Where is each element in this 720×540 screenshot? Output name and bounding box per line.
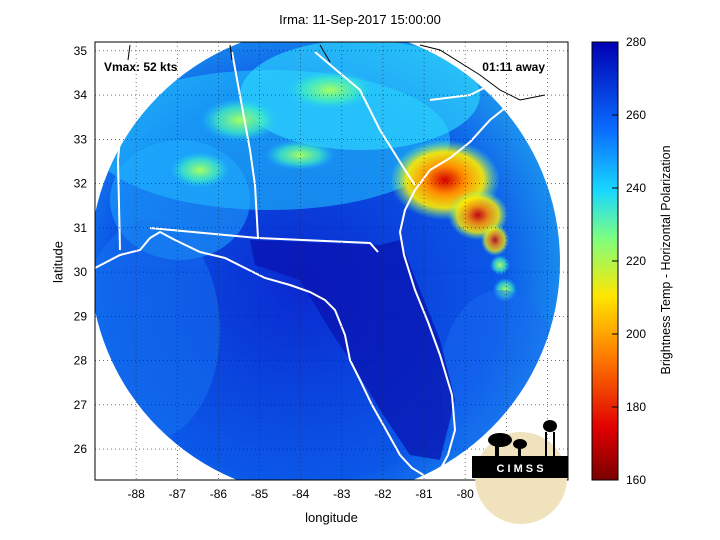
y-tick-label: 28 — [74, 354, 88, 368]
vmax-label: Vmax: 52 kts — [104, 60, 178, 74]
cimss-logo-text: C I M S S — [496, 463, 543, 475]
y-tick-label: 30 — [74, 265, 88, 279]
cimss-logo: C I M S S — [472, 420, 568, 524]
x-axis-label: longitude — [305, 510, 358, 525]
plot-frame — [94, 41, 569, 481]
y-axis-label: latitude — [50, 241, 66, 283]
x-tick-label: -80 — [457, 487, 475, 501]
border-lines-outside — [127, 44, 546, 101]
x-tick-label: -81 — [415, 487, 433, 501]
time-away-label: 01:11 away — [482, 60, 545, 74]
colorbar-tick-label: 280 — [626, 35, 646, 49]
y-tick-label: 26 — [74, 442, 88, 456]
y-tick-label: 29 — [74, 309, 88, 323]
colorbar-tick-label: 260 — [626, 108, 646, 122]
colorbar-tick-label: 180 — [626, 400, 646, 414]
x-tick-label: -86 — [210, 487, 228, 501]
x-tick-label: -83 — [333, 487, 351, 501]
y-axis-ticks: 35 34 33 32 31 30 29 28 27 26 — [74, 44, 88, 456]
colorbar-label: Brightness Temp - Horizontal Polarizatio… — [659, 145, 673, 375]
y-tick-label: 32 — [74, 177, 88, 191]
colorbar-tick-label: 160 — [626, 473, 646, 487]
y-tick-label: 35 — [74, 44, 88, 58]
colorbar-tick-label: 240 — [626, 181, 646, 195]
map-title: Irma: 11-Sep-2017 15:00:00 — [279, 12, 441, 27]
x-tick-label: -82 — [374, 487, 392, 501]
y-tick-label: 33 — [74, 132, 88, 146]
colorbar-tick-label: 200 — [626, 327, 646, 341]
x-tick-label: -85 — [251, 487, 269, 501]
y-tick-label: 31 — [74, 221, 88, 235]
coastline-borders — [95, 51, 541, 478]
y-tick-label: 27 — [74, 398, 88, 412]
x-tick-label: -84 — [292, 487, 310, 501]
colorbar-tick-label: 220 — [626, 254, 646, 268]
colorbar-ticks: 280 260 240 220 200 180 160 — [612, 35, 646, 487]
y-tick-label: 34 — [74, 88, 88, 102]
x-tick-label: -88 — [127, 487, 145, 501]
map-grid — [95, 42, 568, 480]
x-tick-label: -87 — [169, 487, 187, 501]
